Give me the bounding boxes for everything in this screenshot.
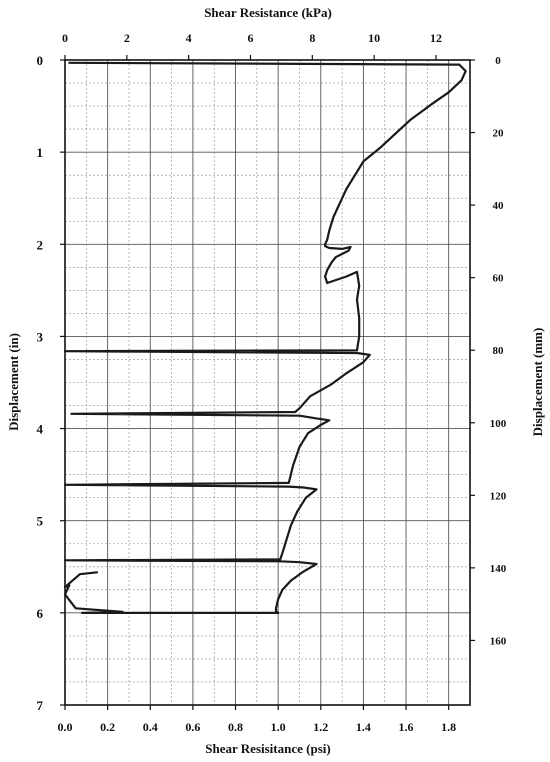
y-left-tick-label: 4	[37, 422, 44, 437]
y-right-tick-label: 120	[490, 490, 507, 502]
y-left-tick-label: 5	[37, 514, 44, 529]
x-bottom-tick-label: 1.6	[399, 720, 414, 734]
plot-frame	[60, 55, 475, 710]
y-right-tick-label: 100	[490, 418, 507, 430]
y-right-tick-label: 80	[493, 345, 505, 357]
x-bottom-tick-label: 0.6	[185, 720, 200, 734]
x-bottom-tick-label: 0.2	[100, 720, 115, 734]
x-bottom-tick-label: 1.4	[356, 720, 371, 734]
y-left-tick-label: 0	[37, 53, 44, 68]
y-left-tick-label: 2	[37, 237, 44, 252]
x-top-tick-label: 0	[62, 31, 68, 45]
right-axis-title: Displacement (mm)	[530, 328, 545, 437]
x-top-tick-label: 8	[309, 31, 315, 45]
y-left-tick-label: 1	[37, 145, 44, 160]
left-axis-title: Displacement (in)	[6, 333, 21, 431]
tick-labels: 0.0 0.2 0.4 0.6 0.8 1.0 1.2 1.4 1.6 1.80 2 4 6 8 10 120…	[37, 31, 507, 734]
y-left-tick-label: 3	[37, 329, 44, 344]
y-left-tick-label: 7	[37, 698, 44, 713]
y-right-tick-label: 20	[493, 128, 505, 140]
plot-border	[64, 59, 471, 706]
x-bottom-tick-label: 1.0	[271, 720, 286, 734]
y-right-tick-label: 160	[490, 635, 507, 647]
x-top-tick-label: 2	[124, 31, 130, 45]
x-top-tick-label: 12	[430, 31, 442, 45]
y-right-tick-label: 60	[493, 273, 505, 285]
y-left-tick-label: 6	[37, 606, 44, 621]
x-top-tick-label: 6	[247, 31, 253, 45]
series-line	[63, 61, 467, 615]
y-right-tick-label: 140	[490, 563, 507, 575]
grid	[65, 60, 470, 705]
x-top-tick-label: 4	[186, 31, 192, 45]
x-top-tick-label: 10	[368, 31, 380, 45]
series-layer	[63, 61, 467, 615]
top-axis-title: Shear Resistance (kPa)	[204, 5, 332, 20]
y-right-tick-label: 40	[493, 200, 505, 212]
x-bottom-tick-label: 0.4	[143, 720, 158, 734]
x-bottom-tick-label: 0.8	[228, 720, 243, 734]
bottom-axis-title: Shear Resisitance (psi)	[205, 741, 330, 756]
y-right-tick-label: 0	[495, 55, 501, 67]
x-bottom-tick-label: 1.2	[313, 720, 328, 734]
x-bottom-tick-label: 1.8	[441, 720, 456, 734]
x-bottom-tick-label: 0.0	[58, 720, 73, 734]
